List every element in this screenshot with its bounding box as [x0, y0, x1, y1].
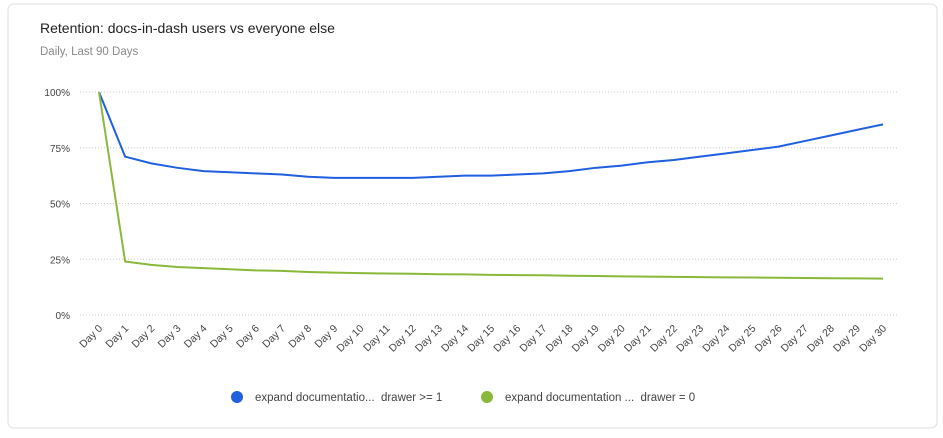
legend-label: expand documentation ... drawer = 0: [505, 392, 695, 404]
y-tick-label: 50%: [50, 200, 70, 211]
series-line: [98, 91, 884, 179]
legend-label: expand documentatio... drawer >= 1: [255, 392, 442, 404]
y-tick-label: 0%: [56, 311, 71, 322]
series-line: [98, 91, 884, 280]
chart-subtitle: Daily, Last 90 Days: [40, 46, 138, 58]
card: [7, 3, 938, 429]
y-tick-label: 75%: [50, 144, 70, 155]
chart-title: Retention: docs-in-dash users vs everyon…: [40, 20, 335, 36]
legend-marker: [481, 391, 493, 403]
y-tick-label: 25%: [50, 255, 70, 266]
legend-marker: [231, 391, 243, 403]
y-tick-label: 100%: [44, 88, 70, 99]
